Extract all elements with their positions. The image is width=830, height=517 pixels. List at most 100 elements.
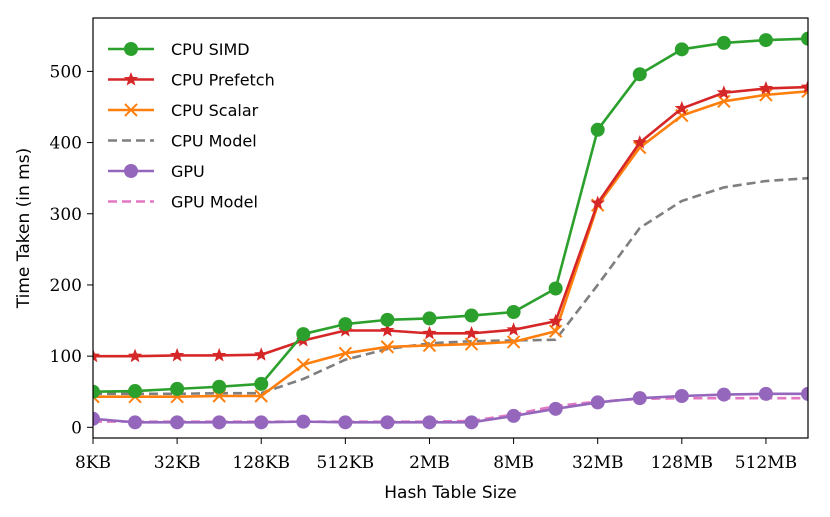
- data-point: [422, 325, 437, 340]
- data-point: [93, 348, 101, 363]
- legend-item-cpu-simd: CPU SIMD: [108, 40, 250, 59]
- legend-label: CPU SIMD: [171, 40, 250, 59]
- data-point: [464, 325, 479, 340]
- x-tick-label: 128MB: [651, 453, 713, 473]
- data-point: [801, 31, 808, 46]
- data-point: [338, 346, 353, 360]
- data-point: [254, 415, 269, 430]
- data-point: [716, 85, 732, 99]
- data-point: [93, 411, 100, 426]
- y-tick-label: 300: [50, 205, 82, 225]
- data-point: [506, 305, 521, 319]
- series-line-gpu: [93, 392, 808, 424]
- data-point: [93, 384, 100, 399]
- data-point: [254, 376, 269, 391]
- data-point: [590, 195, 605, 210]
- data-point: [296, 327, 311, 342]
- x-axis: 8KB 32KB 128KB 512KB 2MB 8MB 32MB 128MB 512MB: [75, 438, 797, 473]
- data-point: [800, 79, 808, 94]
- data-point: [254, 347, 269, 361]
- data-point: [380, 340, 395, 354]
- data-point: [548, 313, 563, 328]
- x-tick-label: 8KB: [75, 453, 111, 473]
- data-point: [758, 33, 773, 48]
- legend-item-cpu-scalar: CPU Scalar: [108, 101, 259, 120]
- x-tick-label: 8MB: [493, 453, 534, 473]
- data-point: [464, 308, 479, 323]
- series-line-cpu-scalar: [93, 90, 808, 399]
- legend: CPU SIMD CPU Prefetch CPU Scalar CPU Model G…: [108, 40, 275, 212]
- legend-marker: [124, 42, 138, 56]
- series-layer: [93, 31, 808, 430]
- data-point: [170, 381, 185, 396]
- data-point: [296, 414, 311, 429]
- data-point: [127, 348, 143, 363]
- data-point: [212, 347, 227, 362]
- data-point: [716, 35, 731, 50]
- data-point: [464, 415, 479, 430]
- legend-item-cpu-model: CPU Model: [108, 132, 257, 151]
- data-point: [758, 80, 774, 95]
- legend-label: CPU Scalar: [171, 101, 259, 120]
- data-point: [296, 357, 311, 372]
- x-tick-label: 128KB: [232, 453, 290, 473]
- data-point: [422, 338, 437, 353]
- data-point: [338, 415, 353, 430]
- x-axis-title: Hash Table Size: [384, 483, 517, 503]
- data-point: [128, 415, 143, 430]
- data-point: [506, 408, 521, 423]
- legend-label: CPU Model: [171, 132, 257, 151]
- legend-marker: [123, 72, 139, 86]
- legend-item-gpu-model: GPU Model: [108, 193, 258, 212]
- data-point: [506, 322, 521, 336]
- series-line-cpu-simd: [93, 37, 808, 394]
- series-line-cpu-model: [93, 176, 808, 396]
- y-axis: 0 100 200 300 400 500: [50, 62, 93, 438]
- data-point: [759, 88, 773, 102]
- data-point: [758, 386, 773, 401]
- data-point: [169, 347, 185, 362]
- data-point: [254, 389, 268, 403]
- data-point: [632, 67, 647, 82]
- legend-item-cpu-prefetch: CPU Prefetch: [108, 71, 275, 90]
- y-tick-label: 0: [71, 418, 82, 438]
- data-point: [716, 387, 731, 402]
- data-point: [380, 415, 395, 430]
- data-point: [590, 395, 605, 410]
- data-point: [506, 335, 521, 349]
- x-tick-label: 32MB: [572, 453, 624, 473]
- data-point: [590, 122, 605, 137]
- legend-item-gpu: GPU: [108, 162, 205, 181]
- legend-label: GPU Model: [171, 193, 258, 212]
- series-line-cpu-prefetch: [93, 85, 808, 358]
- data-point: [548, 281, 563, 296]
- series-gpu: [93, 386, 808, 430]
- data-point: [548, 324, 563, 338]
- legend-marker: [124, 164, 138, 178]
- series-cpu-simd: [93, 31, 808, 399]
- data-point: [632, 391, 647, 406]
- data-point: [674, 389, 689, 403]
- data-point: [422, 311, 437, 326]
- data-point: [633, 140, 647, 155]
- legend-marker: [124, 103, 138, 117]
- y-tick-label: 200: [50, 276, 82, 296]
- plot-frame: [92, 17, 809, 439]
- data-point: [674, 100, 689, 115]
- y-tick-label: 500: [50, 62, 82, 82]
- data-point: [674, 42, 689, 57]
- data-point: [128, 384, 143, 399]
- y-axis-title: Time Taken (in ms): [14, 148, 34, 309]
- data-point: [464, 337, 479, 351]
- x-tick-label: 512MB: [735, 453, 797, 473]
- x-tick-label: 32KB: [154, 453, 201, 473]
- data-point: [380, 312, 395, 327]
- data-point: [632, 135, 647, 149]
- x-tick-label: 2MB: [409, 453, 450, 473]
- data-point: [801, 386, 808, 401]
- data-point: [170, 415, 185, 430]
- data-point: [212, 415, 227, 430]
- data-point: [380, 323, 395, 337]
- data-point: [422, 415, 437, 430]
